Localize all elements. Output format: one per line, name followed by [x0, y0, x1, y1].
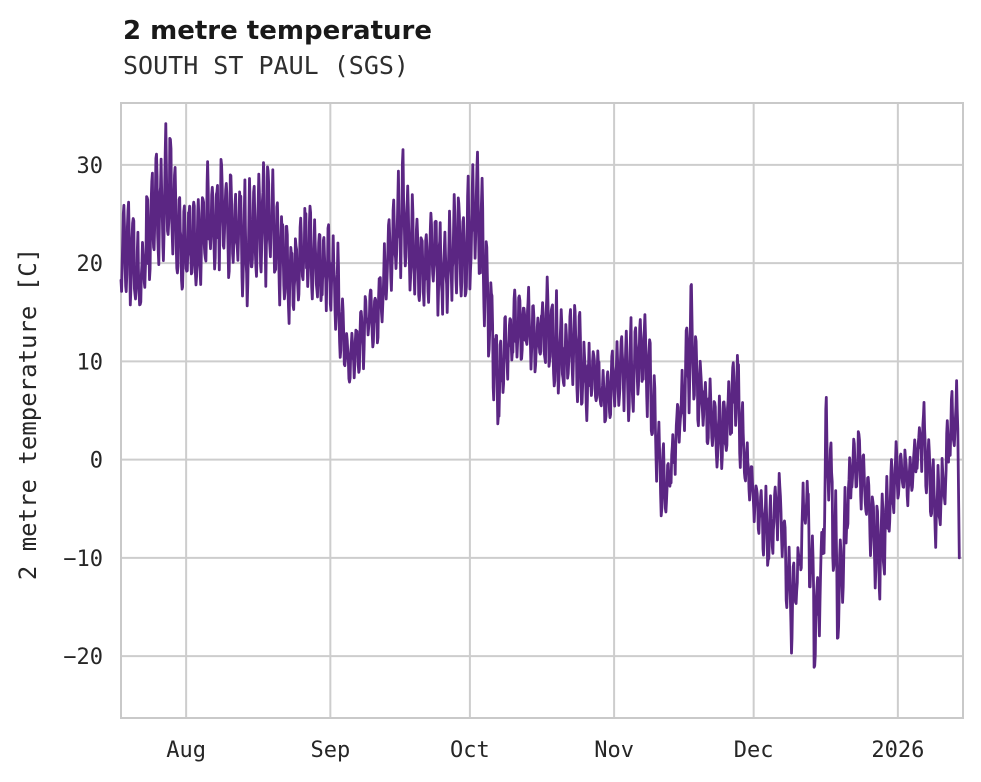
x-tick-label: Nov: [594, 738, 634, 763]
plot-border: [120, 102, 964, 719]
x-tick-label: 2026: [871, 738, 924, 763]
x-tick-label: Sep: [310, 738, 350, 763]
chart-title: 2 metre temperature: [123, 16, 432, 46]
y-tick-label: −20: [63, 645, 103, 670]
x-tick-label: Aug: [166, 738, 206, 763]
y-tick-label: −10: [63, 547, 103, 572]
y-tick-label: 20: [77, 252, 104, 277]
x-tick-label: Oct: [450, 738, 490, 763]
y-tick-label: 30: [77, 154, 104, 179]
x-tick-label: Dec: [734, 738, 774, 763]
y-tick-label: 0: [90, 449, 103, 474]
chart-subtitle: SOUTH ST PAUL (SGS): [123, 51, 409, 80]
temperature-series-line: [119, 122, 961, 669]
y-tick-label: 10: [77, 350, 104, 375]
